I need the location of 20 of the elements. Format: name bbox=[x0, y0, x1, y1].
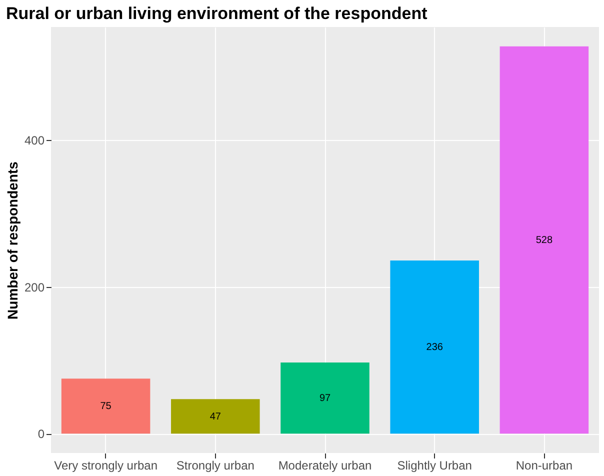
y-tick-label: 200 bbox=[24, 280, 45, 294]
bar bbox=[61, 378, 150, 434]
x-tick-label: Non-urban bbox=[516, 458, 573, 472]
data-label: 236 bbox=[426, 342, 444, 354]
y-tick-label: 400 bbox=[24, 134, 45, 148]
bar bbox=[171, 399, 260, 434]
bar bbox=[280, 362, 370, 434]
data-label: 528 bbox=[536, 235, 553, 246]
x-tick-label: Moderately urban bbox=[278, 458, 372, 472]
data-label: 47 bbox=[210, 411, 222, 422]
y-tick-label: 0 bbox=[38, 427, 45, 442]
x-tick-label: Very strongly urban bbox=[54, 458, 158, 472]
x-tick-label: Slightly Urban bbox=[397, 458, 472, 472]
x-tick-label: Strongly urban bbox=[176, 458, 254, 472]
chart-title: Rural or urban living environment of the respondent bbox=[6, 4, 428, 23]
y-axis-title: Number of respondents bbox=[4, 161, 20, 320]
data-label: 75 bbox=[100, 401, 112, 412]
bar bbox=[500, 46, 589, 434]
bar bbox=[390, 260, 479, 434]
data-label: 97 bbox=[319, 393, 331, 404]
